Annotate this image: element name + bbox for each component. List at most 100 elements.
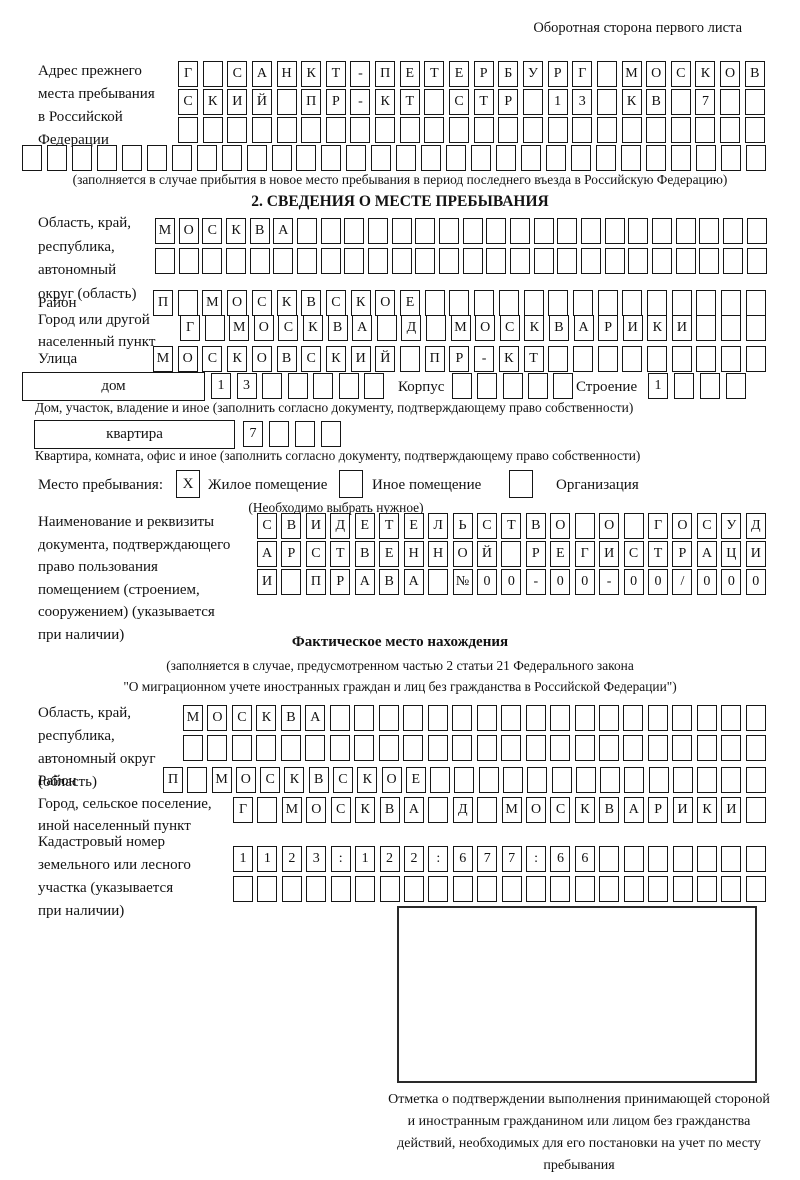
form-cell: И	[257, 569, 277, 595]
form-cell	[501, 705, 522, 731]
kadastr-row-2	[233, 876, 766, 902]
form-cell: М	[501, 797, 522, 823]
form-cell: О	[177, 346, 198, 372]
form-cell: Р	[281, 541, 302, 567]
form-cell	[628, 218, 649, 244]
form-cell: Е	[550, 541, 571, 567]
form-cell	[202, 61, 223, 87]
form-cell	[305, 735, 326, 761]
zhiloe-label: Жилое помещение	[208, 477, 328, 493]
form-cell: В	[548, 315, 569, 341]
form-cell	[207, 735, 228, 761]
fact-oblast-row-2	[183, 735, 766, 761]
form-cell: В	[379, 569, 400, 595]
form-cell: 0	[623, 569, 644, 595]
form-cell	[281, 569, 302, 595]
form-cell	[523, 290, 544, 316]
form-cell	[399, 117, 420, 143]
form-cell: А	[403, 797, 424, 823]
form-cell	[744, 89, 765, 115]
form-cell: И	[599, 541, 620, 567]
form-cell	[600, 767, 621, 793]
form-cell: М	[155, 218, 175, 244]
form-cell: И	[745, 541, 766, 567]
form-cell: С	[301, 346, 322, 372]
form-cell	[527, 767, 548, 793]
form-cell: Т	[379, 513, 400, 539]
form-cell: В	[327, 315, 348, 341]
form-cell: В	[249, 218, 270, 244]
form-cell	[695, 145, 716, 171]
form-cell	[697, 876, 718, 902]
korpus-cells	[452, 373, 573, 399]
form-cell	[297, 248, 318, 274]
form-cell: К	[355, 797, 376, 823]
form-cell: :	[428, 846, 449, 872]
form-cell: К	[697, 797, 718, 823]
form-cell: К	[524, 315, 545, 341]
form-cell: 1	[257, 846, 278, 872]
form-cell: Г	[178, 61, 198, 87]
form-cell: Д	[330, 513, 351, 539]
form-cell: 7	[243, 421, 263, 447]
form-cell	[546, 145, 567, 171]
form-cell: А	[305, 705, 326, 731]
dom-note: Дом, участок, владение и иное (заполнить…	[35, 400, 634, 415]
kvartira-cells: 7	[243, 421, 341, 447]
form-cell: А	[352, 315, 373, 341]
form-cell	[726, 373, 746, 399]
form-cell	[744, 117, 765, 143]
form-cell: С	[202, 346, 223, 372]
form-cell	[421, 145, 442, 171]
form-cell	[325, 117, 346, 143]
form-cell	[596, 89, 617, 115]
form-cell: С	[178, 89, 198, 115]
form-cell	[477, 373, 498, 399]
form-cell: 3	[572, 89, 593, 115]
form-cell: Р	[325, 89, 346, 115]
form-cell	[320, 248, 341, 274]
form-cell: Г	[180, 315, 200, 341]
ulitsa-label: Улица	[38, 351, 78, 367]
gorod-label: Город или другой населенный пункт	[38, 312, 156, 350]
form-cell	[329, 705, 350, 731]
form-cell: С	[325, 290, 346, 316]
form-cell	[533, 218, 554, 244]
form-cell	[596, 61, 617, 87]
form-cell	[648, 767, 669, 793]
form-cell: Т	[330, 541, 351, 567]
form-cell: У	[522, 61, 543, 87]
form-cell	[623, 876, 644, 902]
form-cell	[720, 145, 741, 171]
form-cell	[674, 373, 694, 399]
stroenie-cells: 1	[648, 373, 746, 399]
form-cell	[672, 767, 693, 793]
form-cell: Т	[473, 89, 494, 115]
prev-address-row-3	[178, 117, 765, 143]
form-cell	[628, 248, 649, 274]
form-cell: /	[672, 569, 693, 595]
form-cell	[249, 248, 270, 274]
form-cell: К	[695, 61, 716, 87]
form-cell: С	[278, 315, 299, 341]
form-cell	[396, 145, 417, 171]
form-cell	[574, 876, 595, 902]
form-cell	[671, 290, 692, 316]
form-cell: С	[332, 767, 353, 793]
form-cell	[604, 218, 625, 244]
form-cell	[415, 218, 436, 244]
form-cell	[428, 569, 449, 595]
form-cell: И	[721, 797, 742, 823]
form-cell	[344, 248, 365, 274]
form-cell: Е	[405, 767, 426, 793]
form-cell	[522, 89, 543, 115]
form-cell: Б	[498, 61, 519, 87]
form-cell	[550, 705, 571, 731]
form-cell: Й	[251, 89, 272, 115]
organizatsiya-label: Организация	[556, 477, 639, 493]
form-cell	[403, 876, 424, 902]
form-cell	[227, 117, 248, 143]
form-cell	[486, 218, 507, 244]
form-cell: 0	[476, 569, 497, 595]
